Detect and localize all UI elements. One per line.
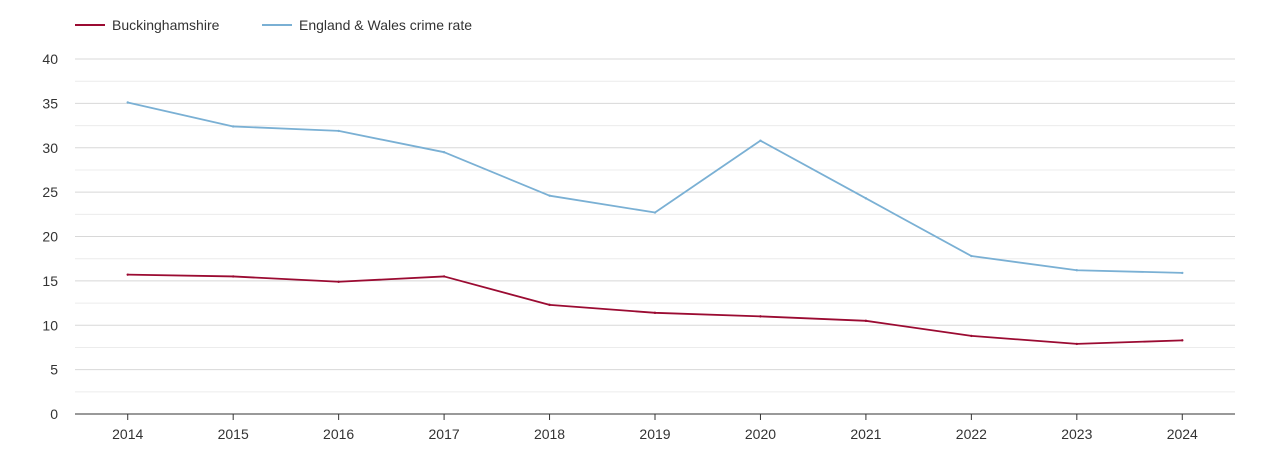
x-tick-label: 2016 xyxy=(323,426,354,442)
data-point-buckinghamshire[interactable] xyxy=(442,275,446,278)
x-tick-label: 2022 xyxy=(956,426,987,442)
legend-label-england-wales: England & Wales crime rate xyxy=(299,17,472,33)
data-point-buckinghamshire[interactable] xyxy=(1181,339,1184,342)
data-point-england-wales-crime-rate[interactable] xyxy=(231,125,235,128)
x-tick-label: 2014 xyxy=(112,426,143,442)
x-tick-label: 2018 xyxy=(534,426,565,442)
data-point-england-wales-crime-rate[interactable] xyxy=(1075,269,1079,272)
data-point-england-wales-crime-rate[interactable] xyxy=(759,139,762,142)
data-point-england-wales-crime-rate[interactable] xyxy=(1181,271,1184,275)
data-point-england-wales-crime-rate[interactable] xyxy=(548,194,551,197)
series-lines xyxy=(126,101,1184,346)
data-point-buckinghamshire[interactable] xyxy=(337,280,340,283)
data-point-buckinghamshire[interactable] xyxy=(1075,342,1079,346)
x-tick-label: 2017 xyxy=(429,426,460,442)
data-point-england-wales-crime-rate[interactable] xyxy=(864,197,868,200)
legend: Buckinghamshire England & Wales crime ra… xyxy=(75,17,472,33)
y-tick-label: 35 xyxy=(42,95,58,111)
data-point-england-wales-crime-rate[interactable] xyxy=(970,254,973,258)
data-point-buckinghamshire[interactable] xyxy=(231,275,235,278)
y-tick-label: 5 xyxy=(50,362,58,378)
y-tick-label: 10 xyxy=(42,317,58,333)
y-tick-label: 20 xyxy=(42,229,58,245)
y-axis: 0 5 10 15 20 25 30 35 40 xyxy=(42,51,58,422)
legend-label-buckinghamshire: Buckinghamshire xyxy=(112,17,220,33)
data-point-buckinghamshire[interactable] xyxy=(864,319,868,323)
data-point-england-wales-crime-rate[interactable] xyxy=(126,101,129,104)
x-tick-label: 2015 xyxy=(218,426,249,442)
data-point-buckinghamshire[interactable] xyxy=(970,334,973,338)
y-tick-label: 40 xyxy=(42,51,58,67)
y-tick-label: 30 xyxy=(42,140,58,156)
legend-item-buckinghamshire[interactable]: Buckinghamshire xyxy=(75,17,220,33)
y-tick-label: 0 xyxy=(50,406,58,422)
x-tick-label: 2024 xyxy=(1167,426,1198,442)
legend-item-england-wales[interactable]: England & Wales crime rate xyxy=(262,17,472,33)
data-point-england-wales-crime-rate[interactable] xyxy=(653,211,657,214)
data-point-buckinghamshire[interactable] xyxy=(759,315,762,318)
data-point-england-wales-crime-rate[interactable] xyxy=(442,150,446,154)
x-tick-label: 2021 xyxy=(850,426,881,442)
gridlines xyxy=(75,58,1235,393)
data-point-buckinghamshire[interactable] xyxy=(653,311,657,315)
y-tick-label: 25 xyxy=(42,184,58,200)
data-point-buckinghamshire[interactable] xyxy=(126,273,129,276)
data-point-buckinghamshire[interactable] xyxy=(548,303,551,307)
x-tick-label: 2019 xyxy=(639,426,670,442)
x-tick-label: 2023 xyxy=(1061,426,1092,442)
series-line-buckinghamshire[interactable] xyxy=(126,273,1184,345)
series-line-england-wales-crime-rate[interactable] xyxy=(126,101,1184,274)
x-axis: 2014 2015 2016 2017 2018 2019 2020 2021 2022 2023… xyxy=(75,413,1235,442)
y-tick-label: 15 xyxy=(42,273,58,289)
data-point-england-wales-crime-rate[interactable] xyxy=(337,129,340,133)
x-tick-label: 2020 xyxy=(745,426,776,442)
